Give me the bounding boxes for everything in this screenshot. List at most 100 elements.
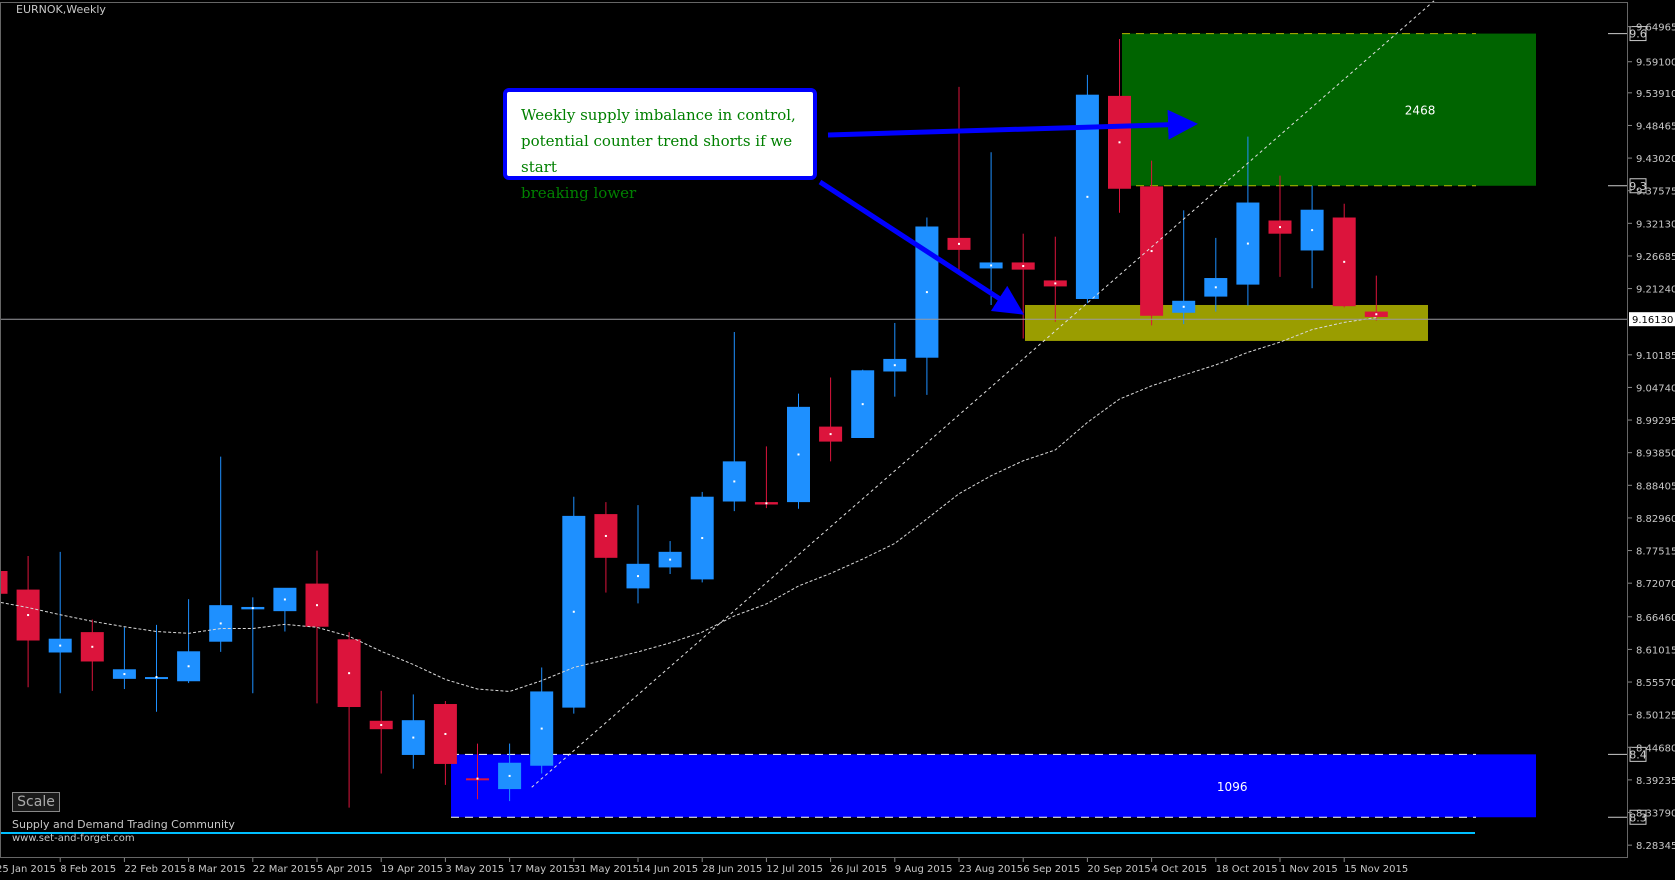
candle-midpoint [412, 736, 415, 739]
y-tick-label: 9.04740 [1636, 383, 1675, 394]
candle-midpoint [925, 291, 928, 294]
candle-midpoint [637, 575, 639, 578]
candle-midpoint [797, 453, 800, 456]
candle-midpoint [155, 676, 158, 679]
zone-edge-box [1629, 178, 1647, 194]
zone-edge-label: 8.4 [1629, 748, 1647, 761]
x-tick-label: 25 Jan 2015 [0, 864, 56, 875]
zone-rect [451, 754, 1536, 818]
overlay-layer: 9.16130 [0, 0, 1675, 788]
candle-midpoint [1022, 265, 1025, 268]
y-tick-label: 8.93850 [1636, 449, 1675, 460]
candle-midpoint [59, 644, 62, 647]
y-tick-label: 8.72070 [1636, 579, 1675, 590]
candle-midpoint [990, 264, 993, 267]
candle-midpoint [1118, 141, 1121, 144]
y-tick-label: 9.64965 [1636, 23, 1675, 34]
x-tick-label: 19 Apr 2015 [381, 864, 443, 875]
zone-edge-box [1629, 809, 1647, 825]
zone-edge-box [1629, 26, 1647, 42]
candle-body [0, 571, 8, 594]
annotation-callout: Weekly supply imbalance in control, pote… [503, 88, 817, 202]
x-tick-label: 5 Apr 2015 [317, 864, 372, 875]
x-tick-label: 8 Feb 2015 [60, 864, 116, 875]
candle-midpoint [283, 598, 286, 601]
candle-midpoint [669, 558, 672, 561]
annotation-line: breaking lower [521, 184, 637, 202]
x-tick-label: 1 Nov 2015 [1280, 864, 1338, 875]
y-tick-label: 9.21240 [1636, 285, 1675, 296]
zone-label: 1096 [1217, 780, 1248, 794]
zone-rect [1122, 33, 1536, 186]
candle-midpoint [380, 723, 383, 726]
candle-midpoint [893, 364, 896, 367]
candle-midpoint [1343, 260, 1346, 263]
y-tick-label: 9.43020 [1636, 154, 1675, 165]
candles-layer [0, 38, 1388, 808]
candle-midpoint [1182, 305, 1185, 308]
x-tick-label: 14 Jun 2015 [638, 864, 698, 875]
y-tick-label: 8.33790 [1636, 809, 1675, 820]
community-label: Supply and Demand Trading Community [12, 818, 235, 831]
candle-midpoint [348, 672, 351, 675]
x-tick-label: 22 Feb 2015 [124, 864, 186, 875]
y-tick-label: 8.50125 [1636, 711, 1675, 722]
zones-layer: 2468 9.6 9.3 1096 8.4 8.3 [0, 26, 1647, 834]
candle-midpoint [701, 537, 704, 540]
x-tick-label: 28 Jun 2015 [702, 864, 762, 875]
x-tick-label: 4 Oct 2015 [1152, 864, 1207, 875]
candle-midpoint [444, 732, 447, 735]
x-tick-label: 23 Aug 2015 [959, 864, 1023, 875]
scale-button[interactable]: Scale [12, 792, 60, 812]
candle-midpoint [572, 610, 575, 613]
y-tick-label: 9.32130 [1636, 219, 1675, 230]
annotation-line: potential counter trend shorts if we sta… [521, 132, 793, 176]
zone-label: 2468 [1405, 104, 1436, 118]
y-tick-label: 8.55570 [1636, 678, 1675, 689]
zone-edge-box [1629, 746, 1647, 762]
candle-midpoint [1246, 242, 1249, 245]
annotation-line: Weekly supply imbalance in control, [521, 106, 796, 124]
moving-average-line [0, 317, 1377, 692]
zone-edge-label: 9.3 [1629, 180, 1647, 193]
arrow-to-supply [827, 109, 1198, 140]
candle-midpoint [1311, 229, 1314, 232]
candle-midpoint [219, 622, 222, 625]
candle-midpoint [1214, 286, 1217, 289]
x-tick-label: 3 May 2015 [445, 864, 504, 875]
x-tick-label: 8 Mar 2015 [189, 864, 246, 875]
candle-midpoint [765, 502, 768, 505]
y-tick-label: 8.39235 [1636, 776, 1675, 787]
candle-midpoint [540, 727, 543, 730]
y-tick-label: 9.53910 [1636, 89, 1675, 100]
y-tick-label: 9.10185 [1636, 351, 1675, 362]
candle-midpoint [604, 534, 607, 537]
candle-midpoint [1054, 282, 1057, 285]
candle-midpoint [1150, 250, 1153, 253]
candle-midpoint [316, 604, 318, 607]
y-tick-label: 8.99295 [1636, 416, 1675, 427]
website-label: www.set-and-forget.com [12, 833, 135, 844]
x-tick-label: 9 Aug 2015 [895, 864, 953, 875]
y-tick-label: 8.28345 [1636, 841, 1675, 852]
x-tick-label: 17 May 2015 [510, 864, 575, 875]
candle-midpoint [958, 242, 960, 245]
candle-midpoint [733, 480, 736, 483]
candle-midpoint [1086, 195, 1089, 198]
current-price-label: 9.16130 [1632, 315, 1673, 326]
y-tick-label: 9.59100 [1636, 58, 1675, 69]
candle-midpoint [27, 614, 30, 617]
current-price-box [1629, 312, 1675, 327]
x-tick-label: 31 May 2015 [574, 864, 639, 875]
y-tick-label: 8.77515 [1636, 547, 1675, 558]
x-tick-label: 18 Oct 2015 [1216, 864, 1278, 875]
x-tick-label: 22 Mar 2015 [253, 864, 316, 875]
y-tick-label: 9.48465 [1636, 121, 1675, 132]
zone-rect [1025, 304, 1428, 341]
candle-midpoint [123, 673, 126, 676]
candle-midpoint [508, 774, 511, 777]
candle-midpoint [476, 777, 479, 780]
x-tick-label: 20 Sep 2015 [1087, 864, 1150, 875]
